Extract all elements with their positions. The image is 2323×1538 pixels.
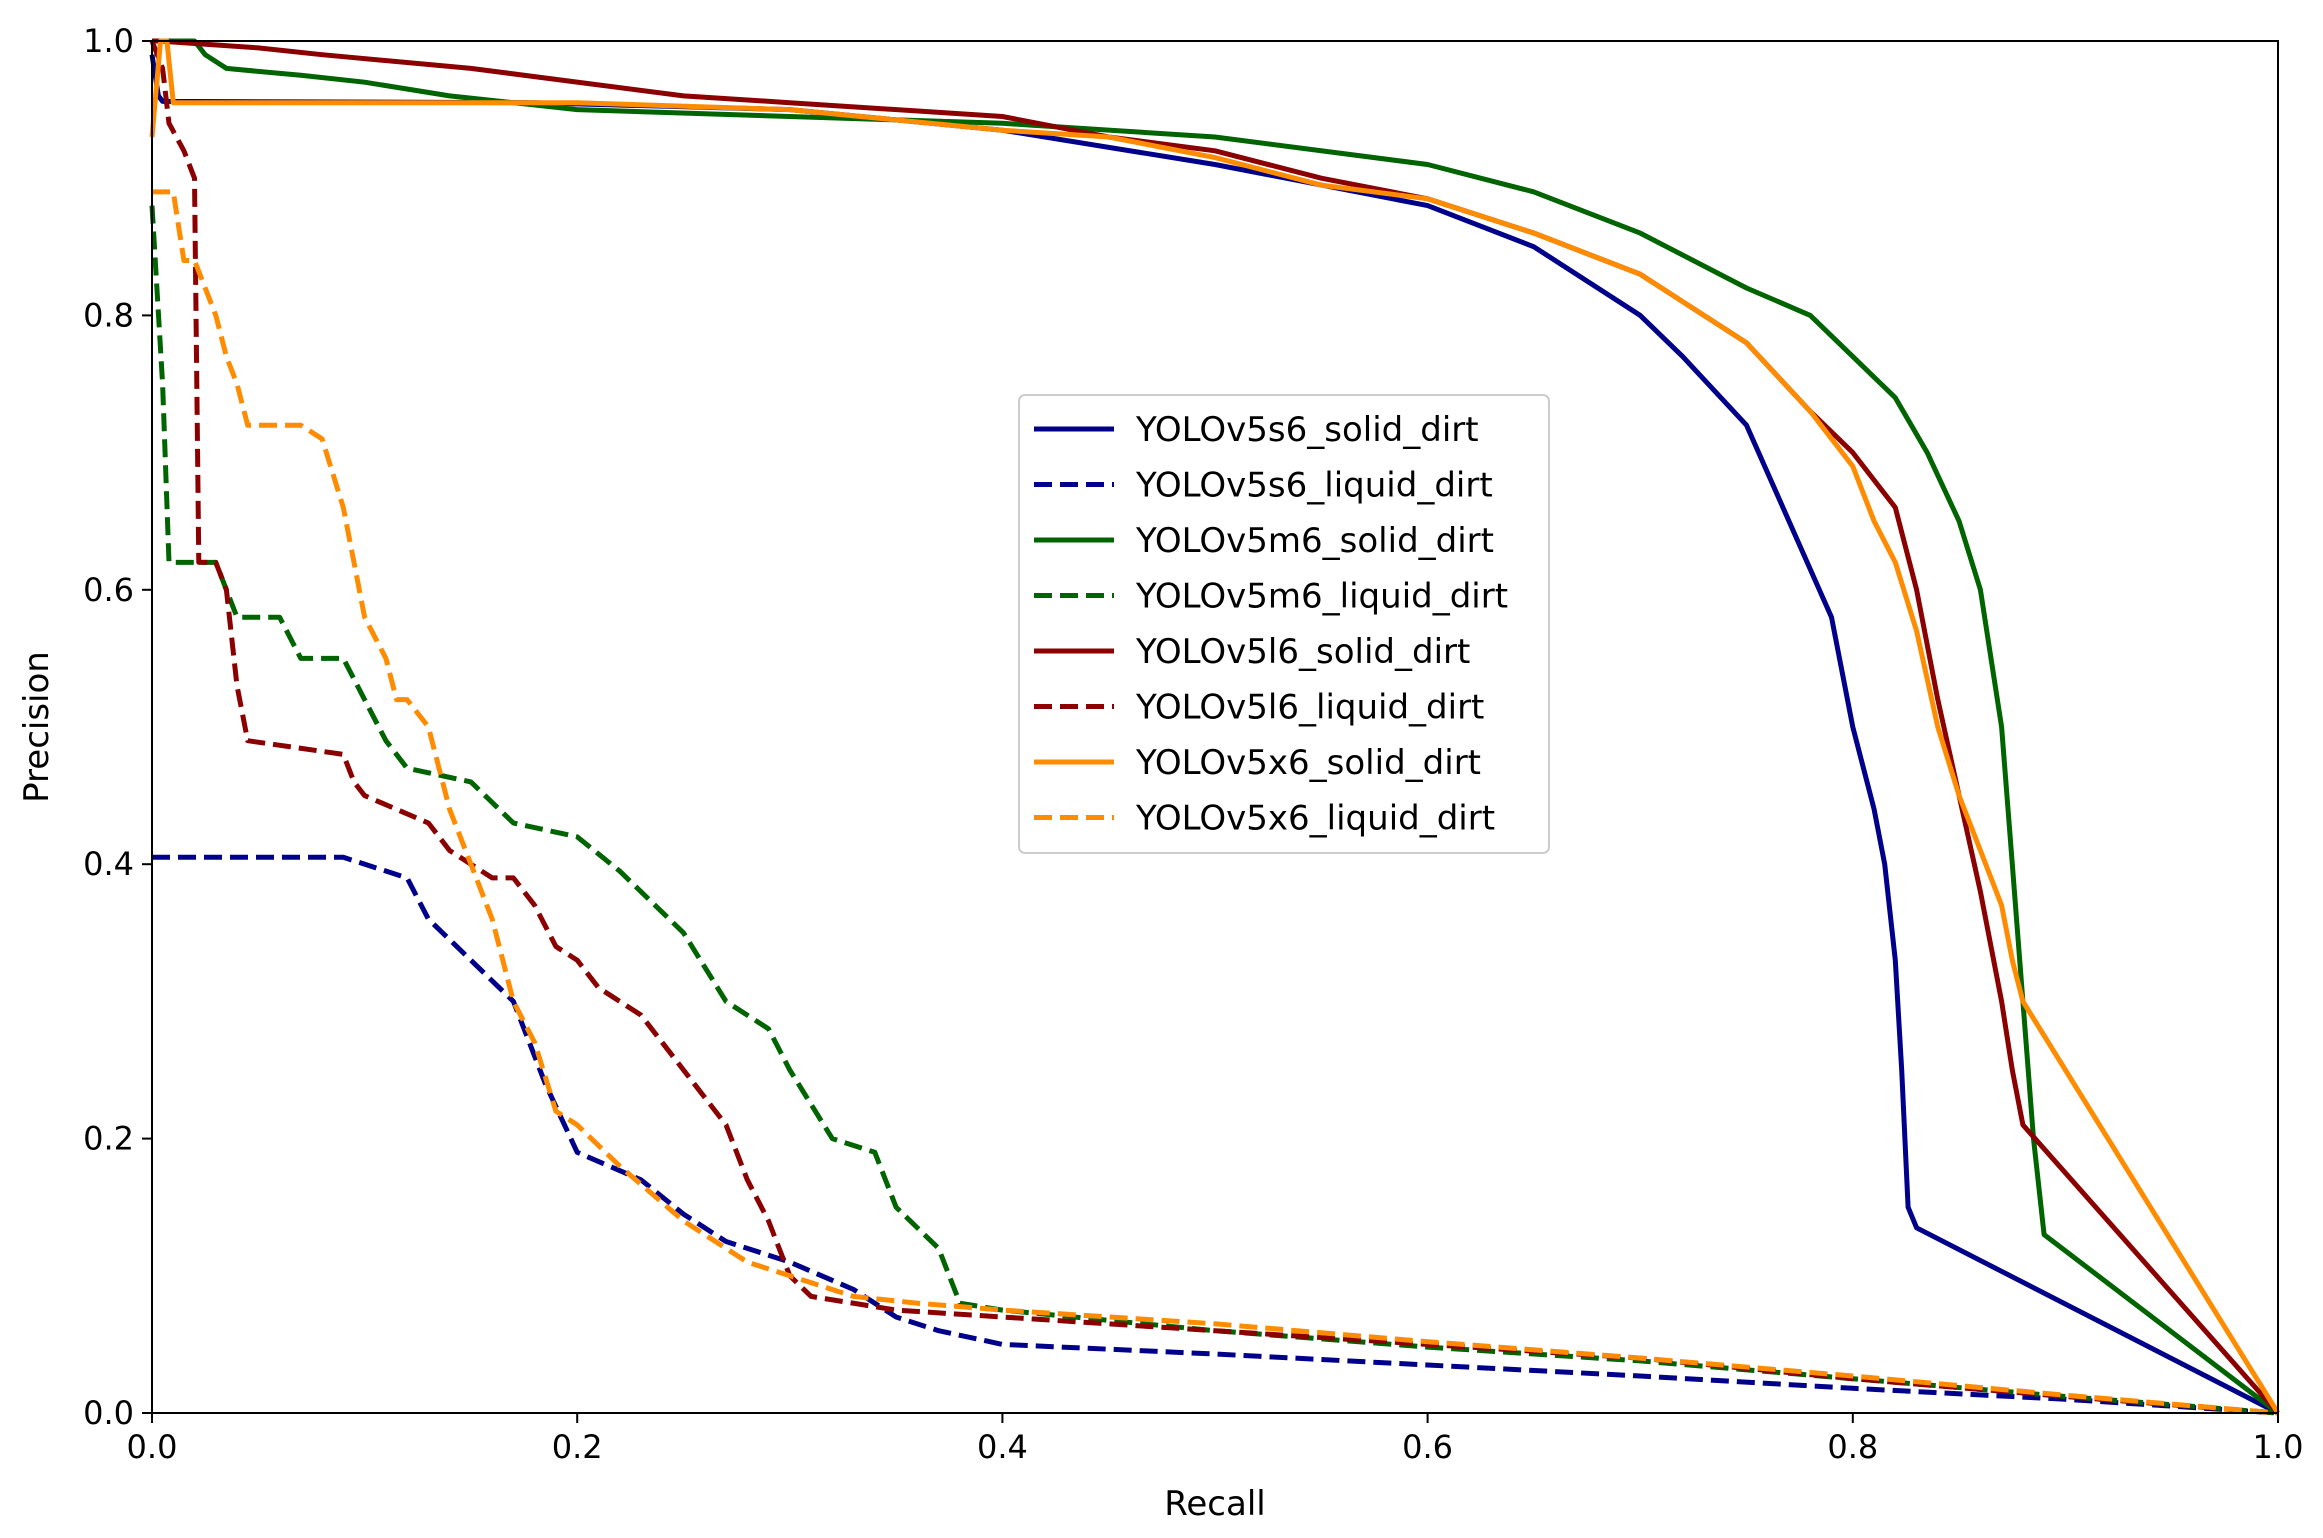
series-line-yolov5x6-liquid-dirt: [152, 189, 2279, 1416]
series-line-yolov5m6-liquid-dirt: [149, 205, 2279, 1416]
legend-label: YOLOv5m6_solid_dirt: [1135, 521, 1494, 561]
x-axis-ticks: 0.0 0.2 0.4 0.6 0.8 1.0: [127, 1413, 2304, 1466]
plot-area-frame: [151, 40, 2279, 1414]
legend-label: YOLOv5s6_liquid_dirt: [1135, 466, 1493, 506]
y-tick-label: 0.2: [83, 1120, 134, 1158]
legend-label: YOLOv5m6_liquid_dirt: [1135, 577, 1508, 617]
y-axis-ticks: 0.0 0.2 0.4 0.6 0.8 1.0: [83, 22, 152, 1432]
series-line-yolov5m6-solid-dirt: [152, 38, 2280, 1415]
legend-label: YOLOv5x6_liquid_dirt: [1135, 799, 1495, 839]
y-tick-label: 1.0: [83, 22, 134, 60]
series-line-yolov5s6-liquid-dirt: [152, 854, 2279, 1416]
x-tick-label: 0.0: [127, 1428, 178, 1466]
legend: YOLOv5s6_solid_dirt YOLOv5s6_liquid_dirt Y…: [1018, 394, 1550, 854]
legend-label: YOLOv5l6_solid_dirt: [1135, 632, 1470, 672]
x-tick-label: 0.6: [1402, 1428, 1453, 1466]
y-axis-label: Precision: [17, 651, 57, 803]
x-tick-label: 1.0: [2253, 1428, 2304, 1466]
x-tick-label: 0.8: [1827, 1428, 1878, 1466]
y-tick-label: 0.6: [83, 571, 134, 609]
legend-box: [1018, 394, 1550, 854]
legend-label: YOLOv5x6_solid_dirt: [1135, 743, 1481, 783]
series-line-yolov5l6-liquid-dirt: [149, 40, 2279, 1416]
legend-label: YOLOv5s6_solid_dirt: [1135, 410, 1479, 450]
series-layer: [149, 38, 2281, 1416]
series-line-yolov5x6-solid-dirt: [149, 38, 2281, 1415]
y-tick-label: 0.4: [83, 845, 134, 883]
x-tick-label: 0.2: [552, 1428, 603, 1466]
x-tick-label: 0.4: [977, 1428, 1028, 1466]
y-tick-label: 0.0: [83, 1394, 134, 1432]
x-axis-label: Recall: [1164, 1484, 1265, 1524]
legend-label: YOLOv5l6_liquid_dirt: [1135, 688, 1484, 728]
y-tick-label: 0.8: [83, 296, 134, 334]
